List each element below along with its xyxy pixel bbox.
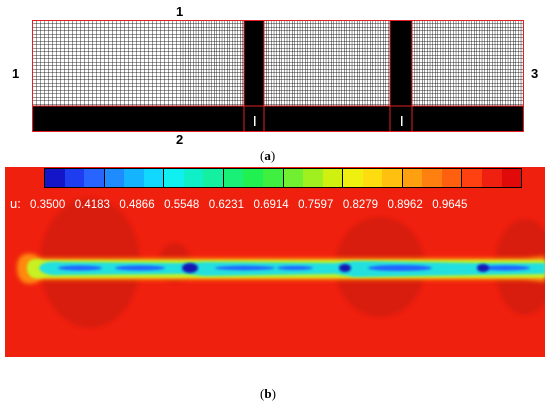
- colorbar-swatch: [163, 169, 184, 187]
- colorbar-swatch: [461, 169, 483, 187]
- colorbar-swatch: [103, 169, 125, 187]
- colorbar-swatch: [362, 169, 383, 187]
- variable-label: u:: [10, 196, 21, 211]
- colorbar-tick-label: 0.8962: [387, 199, 423, 211]
- colorbar-tick-label: 0.8279: [342, 199, 379, 211]
- colorbar-tick-label: 0.3500: [30, 199, 66, 211]
- colorbar-tick-label: 0.7597: [298, 199, 334, 211]
- mesh-refined-column-2: [390, 20, 412, 132]
- colorbar-tick-label: 0.9645: [432, 199, 468, 211]
- colorbar-tick-label: 0.6914: [253, 199, 289, 211]
- caption-a: (a): [260, 148, 276, 163]
- colorbar-swatch: [45, 169, 65, 187]
- caption-b: (b): [260, 386, 276, 401]
- colorbar-swatch: [303, 169, 323, 187]
- mesh-marker-1: [254, 116, 256, 126]
- mesh-bottom-band: [32, 106, 524, 132]
- colorbar-tick-label: 0.6231: [208, 199, 244, 211]
- mesh-block-right: [412, 20, 524, 106]
- mesh-block-left: [32, 20, 244, 106]
- boundary-label-top: 1: [176, 4, 184, 19]
- contour-jet-cells: [58, 265, 530, 271]
- colorbar-swatch: [322, 169, 343, 187]
- mesh-refined-column-1: [244, 20, 264, 132]
- mesh-marker-2: [401, 116, 403, 126]
- mesh-block-borders: [32, 20, 524, 132]
- colorbar-swatch: [243, 169, 264, 187]
- colorbar-swatch: [482, 169, 502, 187]
- colorbar-swatch: [422, 169, 442, 187]
- colorbar-swatch: [124, 169, 144, 187]
- colorbar-swatch: [64, 169, 85, 187]
- colorbar-tick-label: 0.4866: [119, 199, 155, 211]
- colorbar-tick-label: 0.5548: [164, 199, 200, 211]
- colorbar-swatch: [203, 169, 223, 187]
- mesh-block-middle: [264, 20, 390, 106]
- contour-plot: [5, 167, 545, 357]
- mesh-diagram: [32, 20, 524, 132]
- boundary-label-right: 3: [531, 66, 539, 81]
- boundary-label-left: 1: [12, 66, 20, 81]
- colorbar: [44, 168, 522, 188]
- colorbar-swatch: [501, 169, 522, 187]
- boundary-label-bottom: 2: [176, 132, 184, 147]
- colorbar-tick-label: 0.4183: [74, 199, 110, 211]
- colorbar-swatch: [183, 169, 204, 187]
- contour-jet-pinch: [182, 263, 489, 273]
- colorbar-swatch: [342, 169, 363, 187]
- colorbar-swatch: [84, 169, 104, 187]
- colorbar-swatch: [401, 169, 423, 187]
- colorbar-swatch: [282, 169, 304, 187]
- colorbar-swatch: [222, 169, 244, 187]
- colorbar-swatch: [143, 169, 164, 187]
- colorbar-swatch: [382, 169, 402, 187]
- colorbar-legend: u: 0.3500 0.4183 0.4866 0.5548 0.6231 0.6914 0…: [10, 196, 477, 211]
- colorbar-swatch: [263, 169, 283, 187]
- colorbar-swatch: [441, 169, 462, 187]
